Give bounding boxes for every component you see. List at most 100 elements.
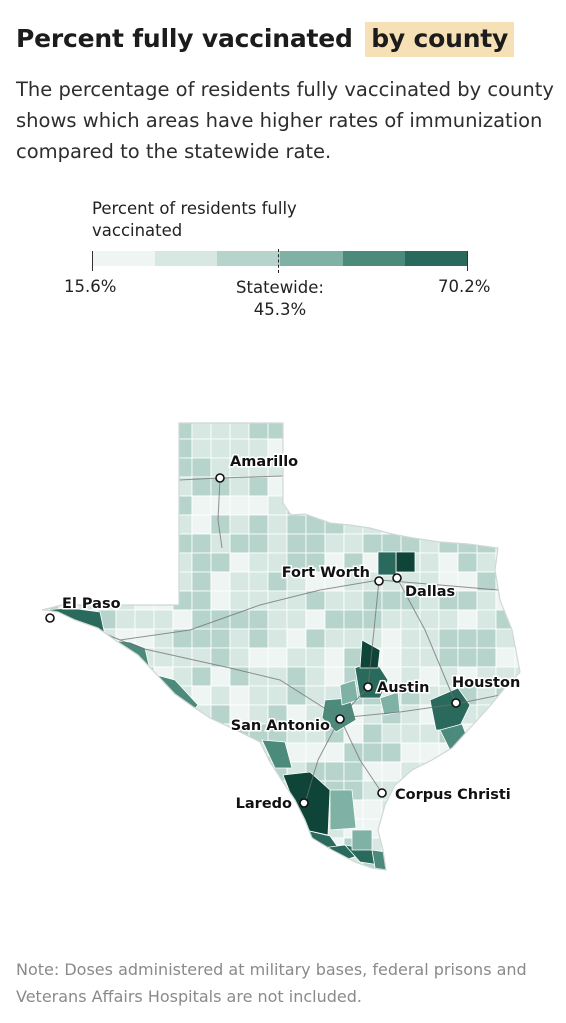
county-cell bbox=[514, 742, 520, 763]
county-cell bbox=[96, 799, 117, 820]
county-cell bbox=[210, 837, 231, 858]
county-cell bbox=[42, 837, 60, 858]
county-cell bbox=[42, 423, 60, 440]
county-cell bbox=[363, 876, 382, 890]
county-cell bbox=[268, 876, 287, 890]
county-cell bbox=[476, 438, 497, 459]
county-cell bbox=[77, 704, 98, 725]
county-cell bbox=[58, 856, 79, 870]
page-title: Percent fully vaccinated by county bbox=[16, 22, 515, 57]
county-cell bbox=[457, 457, 478, 478]
county-cell bbox=[115, 704, 136, 725]
county-cell bbox=[457, 647, 478, 668]
county-cell bbox=[343, 533, 364, 554]
county-cell bbox=[58, 571, 79, 592]
county-cell bbox=[419, 476, 440, 497]
county-cell bbox=[457, 837, 478, 858]
county-cell bbox=[229, 476, 250, 497]
county-cell bbox=[115, 837, 136, 858]
city-label-amarillo: Amarillo bbox=[230, 454, 298, 470]
county-cell bbox=[42, 514, 60, 535]
county-cell bbox=[438, 495, 459, 516]
county-cell bbox=[305, 476, 326, 497]
county-cell bbox=[267, 628, 288, 649]
county-cell bbox=[191, 818, 212, 839]
county-cell bbox=[229, 628, 250, 649]
county-cell bbox=[381, 533, 402, 554]
county-cell bbox=[438, 837, 459, 858]
highway-i10 bbox=[49, 611, 501, 719]
county-cell bbox=[286, 856, 307, 870]
county-cell bbox=[42, 647, 60, 668]
county-cell bbox=[514, 704, 520, 725]
legend-swatch-6 bbox=[405, 251, 469, 266]
legend-swatch-1 bbox=[92, 251, 155, 266]
county-cell bbox=[400, 704, 421, 725]
county-cell bbox=[78, 876, 97, 890]
county-cell bbox=[115, 609, 136, 630]
county-cell bbox=[59, 876, 78, 890]
county-cell bbox=[191, 799, 212, 820]
county-cell bbox=[191, 780, 212, 801]
county-cell bbox=[210, 590, 231, 611]
county-cell bbox=[286, 495, 307, 516]
county-cell bbox=[42, 780, 60, 801]
county-cell bbox=[438, 856, 459, 870]
county-cell bbox=[267, 856, 288, 870]
county-cell bbox=[305, 590, 326, 611]
county-cell bbox=[229, 818, 250, 839]
county-cell bbox=[400, 423, 421, 440]
county-cell bbox=[400, 628, 421, 649]
county-cell bbox=[115, 495, 136, 516]
county-cell bbox=[286, 609, 307, 630]
county-cell bbox=[153, 647, 174, 668]
county-cell bbox=[457, 818, 478, 839]
county-cell bbox=[305, 533, 326, 554]
highway-i27 bbox=[217, 477, 223, 549]
county-cell bbox=[305, 495, 326, 516]
county-cell bbox=[229, 837, 250, 858]
county-cell bbox=[115, 742, 136, 763]
county-cell bbox=[286, 685, 307, 706]
county-cell bbox=[153, 856, 174, 870]
legend-min-label: 15.6% bbox=[64, 277, 117, 296]
county-hays-area bbox=[339, 679, 359, 706]
county-cell bbox=[286, 837, 307, 858]
county-cell bbox=[248, 609, 269, 630]
county-cell bbox=[210, 552, 231, 573]
county-cell bbox=[514, 476, 520, 497]
county-cell bbox=[115, 856, 136, 870]
county-cell bbox=[96, 647, 117, 668]
county-cell bbox=[381, 628, 402, 649]
county-cell bbox=[248, 837, 269, 858]
county-cell bbox=[286, 514, 307, 535]
county-cell bbox=[58, 837, 79, 858]
county-cell bbox=[172, 742, 193, 763]
county-cell bbox=[229, 647, 250, 668]
county-cell bbox=[96, 552, 117, 573]
county-cell bbox=[306, 876, 325, 890]
county-cell bbox=[77, 761, 98, 782]
county-cell bbox=[210, 685, 231, 706]
county-cell bbox=[305, 438, 326, 459]
county-cell bbox=[476, 647, 497, 668]
county-cell bbox=[42, 571, 60, 592]
city-marker-amarillo bbox=[215, 473, 225, 483]
county-cell bbox=[134, 742, 155, 763]
county-cell bbox=[229, 533, 250, 554]
county-cell bbox=[153, 628, 174, 649]
county-cell bbox=[58, 628, 79, 649]
county-cell bbox=[324, 742, 345, 763]
county-cell bbox=[58, 704, 79, 725]
county-cell bbox=[58, 685, 79, 706]
description: The percentage of residents fully vaccin… bbox=[16, 78, 554, 163]
county-cell bbox=[476, 552, 497, 573]
county-cell bbox=[192, 876, 211, 890]
county-cell bbox=[438, 457, 459, 478]
county-cell bbox=[230, 876, 249, 890]
county-cell bbox=[476, 457, 497, 478]
county-cell bbox=[58, 457, 79, 478]
county-cell bbox=[286, 423, 307, 440]
county-cell bbox=[58, 818, 79, 839]
highway-i35 bbox=[304, 579, 380, 804]
